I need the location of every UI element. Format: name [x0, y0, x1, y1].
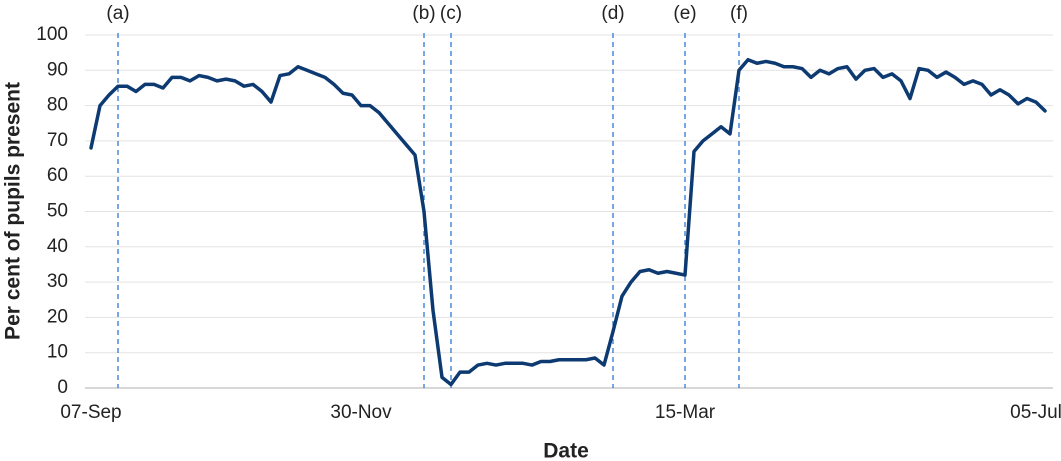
annotation-label: (b) — [412, 3, 435, 24]
y-tick-label: 50 — [47, 201, 68, 222]
y-tick-label: 20 — [47, 306, 68, 327]
y-tick-label: 30 — [47, 271, 68, 292]
data-line — [89, 57, 1047, 387]
x-tick-label: 07-Sep — [60, 402, 121, 423]
annotation-label: (f) — [730, 3, 748, 24]
annotation-label: (d) — [601, 3, 624, 24]
x-tick-label: 05-Jul — [1010, 402, 1061, 423]
annotation-label: (a) — [106, 3, 129, 24]
y-tick-label: 40 — [47, 236, 68, 257]
y-tick-label: 80 — [47, 95, 68, 116]
y-axis-title: Per cent of pupils present — [2, 82, 25, 340]
y-tick-label: 10 — [47, 342, 68, 363]
x-axis-title: Date — [543, 440, 589, 461]
y-tick-label: 60 — [47, 165, 68, 186]
y-tick-label: 70 — [47, 130, 68, 151]
annotation-label: (e) — [673, 3, 696, 24]
x-tick-label: 30-Nov — [330, 402, 392, 423]
x-tick-label: 15-Mar — [655, 402, 716, 423]
annotation-label: (c) — [440, 3, 462, 24]
y-tick-label: 100 — [36, 24, 68, 45]
y-tick-label: 0 — [57, 377, 68, 398]
y-tick-label: 90 — [47, 59, 68, 80]
